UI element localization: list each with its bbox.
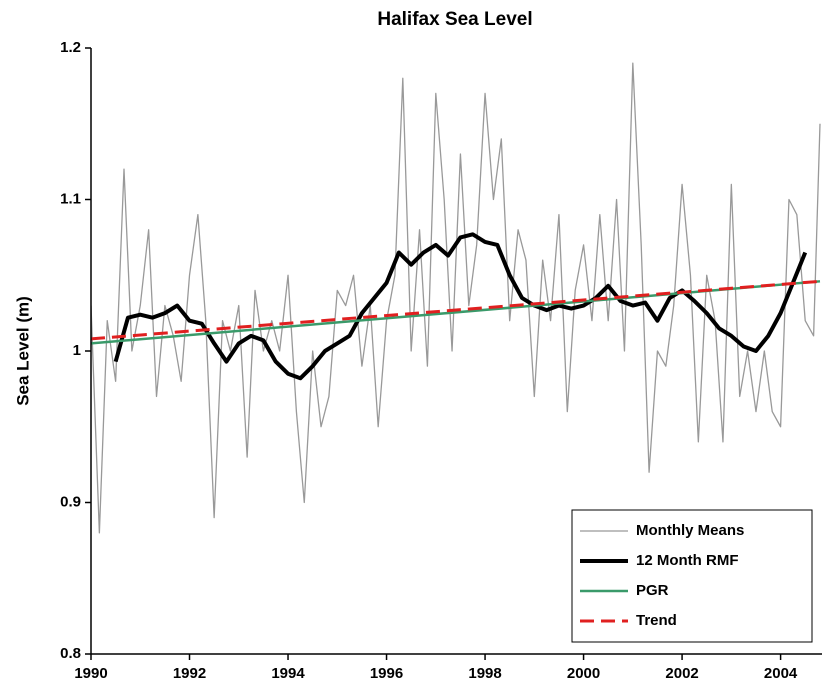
x-tick-label: 2004 [764,665,798,682]
x-tick-label: 2002 [665,665,698,682]
x-tick-label: 1992 [173,665,206,682]
series-line [113,232,808,381]
x-tick-label: 1996 [370,665,403,682]
legend-label: Trend [636,612,677,629]
y-axis-label: Sea Level (m) [13,296,32,406]
series-line [91,279,821,341]
legend-label: PGR [636,582,669,599]
y-tick-label: 0.8 [60,645,81,662]
legend-label: Monthly Means [636,522,744,539]
y-tick-label: 1 [73,342,81,359]
chart-title: Halifax Sea Level [377,9,532,30]
x-tick-label: 1990 [74,665,107,682]
series-line [91,62,821,534]
y-tick-label: 1.2 [60,39,81,56]
x-tick-label: 2000 [567,665,600,682]
x-tick-label: 1994 [271,665,305,682]
legend-label: 12 Month RMF [636,552,739,569]
y-tick-label: 0.9 [60,493,81,510]
y-tick-label: 1.1 [60,190,81,207]
x-tick-label: 1998 [468,665,501,682]
